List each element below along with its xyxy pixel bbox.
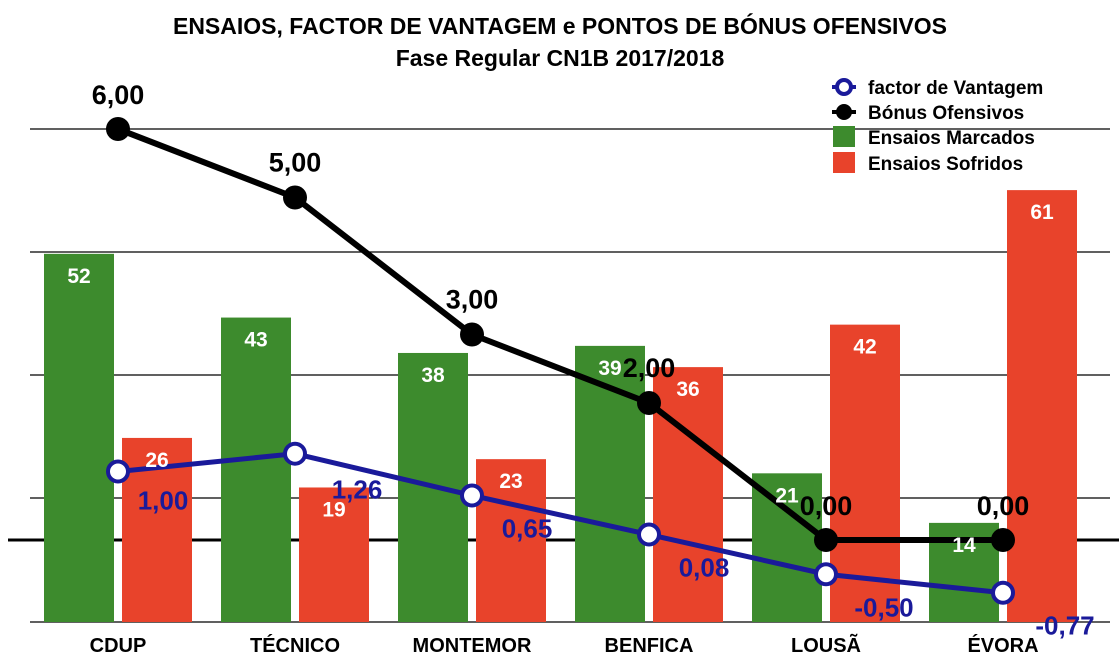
label-bonus-ofensivos: 0,00: [977, 491, 1030, 521]
bar-marcados: [44, 253, 114, 622]
label-bonus-ofensivos: 0,00: [800, 491, 853, 521]
bar-value-label: 36: [676, 378, 699, 401]
bar-value-label: 19: [322, 498, 345, 521]
bars: [44, 190, 1077, 622]
legend-label-sofridos: Ensaios Sofridos: [868, 154, 1023, 175]
x-tick-label: CDUP: [90, 635, 147, 657]
line-bonus-ofensivos: [116, 126, 1003, 543]
point-factor-vantagem: [637, 522, 661, 547]
bar-sofridos: [653, 367, 723, 622]
legend-marker-bonus: [836, 104, 852, 120]
point-factor-vantagem: [460, 483, 484, 508]
bar-value-label: 43: [244, 329, 267, 352]
label-factor-vantagem: 1,00: [138, 486, 189, 516]
legend-label-fv: factor de Vantagem: [868, 78, 1043, 99]
point-bonus-ofensivos: [460, 322, 484, 347]
label-factor-vantagem: -0,77: [1035, 611, 1094, 641]
legend-item-marcados: Ensaios Marcados: [833, 126, 1035, 149]
x-tick-label: ÉVORA: [967, 634, 1038, 657]
bar-sofridos: [476, 459, 546, 622]
chart-subtitle: Fase Regular CN1B 2017/2018: [396, 45, 725, 71]
point-factor-vantagem: [991, 580, 1015, 605]
point-factor-vantagem: [814, 562, 838, 587]
label-factor-vantagem: 0,65: [502, 513, 553, 543]
point-bonus-ofensivos: [106, 117, 130, 141]
bar-value-label: 39: [598, 357, 621, 380]
point-bonus-ofensivos: [814, 528, 838, 552]
label-factor-vantagem: 1,26: [332, 475, 383, 505]
legend-label-bonus: Bónus Ofensivos: [868, 103, 1024, 124]
point-factor-vantagem: [283, 441, 307, 466]
label-factor-vantagem: 0,08: [679, 553, 730, 583]
point-bonus-ofensivos: [637, 391, 661, 415]
x-tick-label: TÉCNICO: [250, 634, 340, 657]
bar-marcados: [752, 473, 822, 622]
point-factor-vantagem: [106, 459, 130, 484]
x-tick-label: BENFICA: [605, 635, 694, 657]
legend-label-marcados: Ensaios Marcados: [868, 128, 1035, 149]
x-tick-label: MONTEMOR: [413, 635, 532, 657]
label-factor-vantagem: -0,50: [854, 592, 913, 622]
bar-value-label: 14: [952, 534, 976, 557]
legend-swatch-sofridos: [833, 152, 855, 173]
bar-sofridos: [830, 324, 900, 622]
legend: factor de Vantagem Bónus Ofensivos Ensai…: [832, 78, 1043, 175]
legend-swatch-marcados: [833, 126, 855, 147]
chart-title: ENSAIOS, FACTOR DE VANTAGEM e PONTOS DE …: [173, 12, 947, 39]
point-bonus-ofensivos: [283, 185, 307, 210]
x-tick-label: LOUSÃ: [791, 634, 861, 657]
legend-marker-fv: [835, 78, 853, 96]
bar-value-label: 42: [853, 336, 876, 359]
bar-sofridos: [299, 487, 369, 622]
bar-value-label: 52: [67, 265, 90, 288]
bar-sofridos: [1007, 190, 1077, 622]
line-factor-vantagem: [117, 451, 1004, 596]
label-bonus-ofensivos: 2,00: [623, 353, 676, 383]
bar-value-label: 21: [775, 484, 799, 507]
labels: 52 26 43 19 38 23 39 36 21 42 14 61 1,00 1,26 0,65 0,08…: [67, 80, 1094, 641]
point-bonus-ofensivos: [991, 528, 1015, 552]
label-bonus-ofensivos: 6,00: [92, 80, 145, 110]
legend-item-bonus: Bónus Ofensivos: [832, 103, 1024, 124]
bar-value-label: 23: [499, 470, 522, 493]
label-bonus-ofensivos: 5,00: [269, 148, 322, 178]
bar-value-label: 26: [145, 449, 168, 472]
bar-marcados: [575, 345, 645, 622]
legend-item-fv: factor de Vantagem: [832, 78, 1043, 99]
x-axis-ticks: CDUP TÉCNICO MONTEMOR BENFICA LOUSÃ ÉVORA: [90, 634, 1039, 657]
bar-value-label: 61: [1030, 201, 1054, 224]
bar-value-label: 38: [421, 364, 445, 387]
lines: [106, 117, 1015, 605]
bar-marcados: [221, 317, 291, 622]
legend-item-sofridos: Ensaios Sofridos: [833, 152, 1023, 175]
label-bonus-ofensivos: 3,00: [446, 285, 499, 315]
